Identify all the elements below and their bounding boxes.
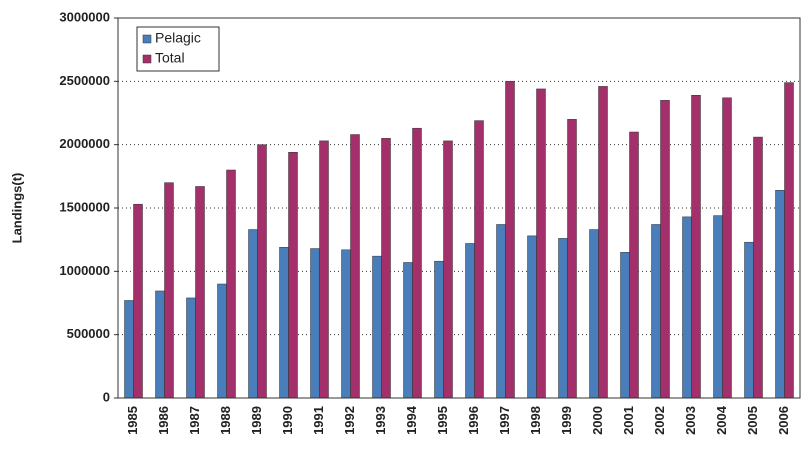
bar [629, 131, 639, 399]
x-tick-label: 2004 [714, 405, 729, 435]
x-tick-label: 2003 [683, 406, 698, 435]
legend-label: Total [155, 50, 185, 66]
bar [558, 238, 568, 399]
bar [124, 300, 134, 399]
bar [288, 152, 298, 399]
bar [784, 82, 794, 399]
y-tick-label: 3000000 [59, 9, 110, 24]
bar [341, 249, 351, 399]
y-tick-label: 500000 [67, 326, 110, 341]
bar [682, 216, 692, 399]
x-tick-label: 1991 [311, 406, 326, 435]
bar [443, 140, 453, 399]
bar [567, 119, 577, 399]
legend-swatch [142, 54, 152, 64]
y-tick-label: 1000000 [59, 263, 110, 278]
x-tick-label: 1992 [342, 406, 357, 435]
bar [372, 255, 382, 399]
bar [279, 247, 289, 399]
y-axis-title: Landings(t) [9, 173, 24, 244]
bar [527, 235, 537, 399]
bar [195, 186, 205, 399]
y-tick-label: 1500000 [59, 199, 110, 214]
bar [412, 127, 422, 399]
bar [434, 260, 444, 399]
x-tick-label: 1996 [466, 406, 481, 435]
x-tick-label: 1988 [218, 406, 233, 435]
bar [620, 252, 630, 399]
x-tick-label: 1985 [125, 406, 140, 435]
x-tick-label: 1989 [249, 406, 264, 435]
bar [186, 297, 196, 399]
bar [753, 136, 763, 399]
bar [155, 290, 165, 399]
bar [660, 100, 670, 399]
plot-frame [117, 17, 801, 399]
bar [713, 215, 723, 399]
x-tick-label: 2005 [745, 406, 760, 435]
x-tick-label: 1998 [528, 406, 543, 435]
x-tick-label: 1990 [280, 406, 295, 435]
bar [217, 283, 227, 399]
x-tick-label: 1986 [156, 406, 171, 435]
bar [651, 224, 661, 399]
bar [164, 182, 174, 399]
bar [226, 169, 236, 399]
x-tick-label: 2001 [621, 406, 636, 435]
bar [474, 120, 484, 399]
bar [319, 140, 329, 399]
bar [536, 88, 546, 399]
y-tick-label: 2000000 [59, 136, 110, 151]
bar [722, 97, 732, 399]
x-tick-label: 1999 [559, 406, 574, 435]
x-tick-label: 2006 [776, 406, 791, 435]
bar [744, 241, 754, 399]
bar [381, 138, 391, 399]
bar [465, 243, 475, 399]
bar [775, 190, 785, 399]
bar [496, 224, 506, 399]
bar [248, 229, 258, 399]
bar [589, 229, 599, 399]
legend-box [136, 26, 220, 72]
legend-label: Pelagic [155, 30, 201, 46]
bar [598, 86, 608, 399]
x-tick-label: 1997 [497, 406, 512, 435]
x-tick-label: 1993 [373, 406, 388, 435]
bar [691, 95, 701, 399]
bar [257, 144, 267, 399]
bar [310, 248, 320, 399]
legend-swatch [142, 34, 152, 44]
bar [403, 262, 413, 399]
y-tick-label: 0 [103, 389, 110, 404]
bar [133, 203, 143, 399]
bar [505, 81, 515, 399]
x-tick-label: 1995 [435, 406, 450, 435]
x-tick-label: 2002 [652, 406, 667, 435]
bar [350, 134, 360, 399]
x-tick-label: 1987 [187, 406, 202, 435]
x-tick-label: 1994 [404, 405, 419, 435]
y-tick-label: 2500000 [59, 73, 110, 88]
x-tick-label: 2000 [590, 406, 605, 435]
